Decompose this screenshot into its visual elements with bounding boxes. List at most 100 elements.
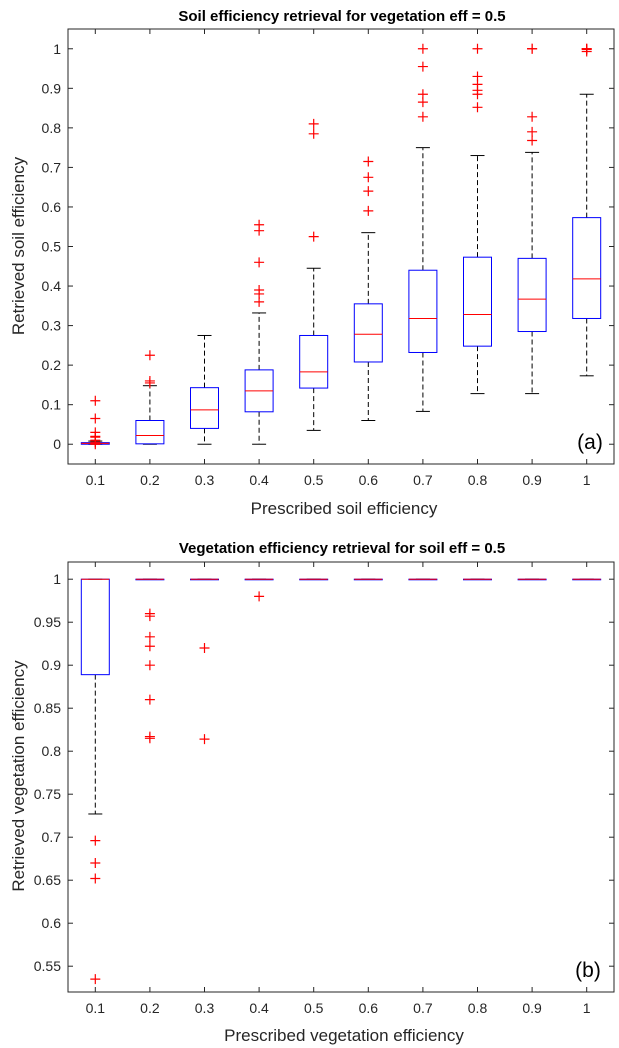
panel-b-title: Vegetation efficiency retrieval for soil… bbox=[179, 540, 505, 557]
box-0.2 bbox=[135, 350, 165, 445]
box-iqr bbox=[408, 269, 438, 353]
outlier-marker bbox=[308, 128, 319, 139]
panel-b-x-axis-label: Prescribed vegetation efficiency bbox=[224, 1026, 464, 1045]
box-0.9 bbox=[517, 578, 547, 581]
x-tick-label: 0.6 bbox=[359, 472, 379, 488]
outlier-marker bbox=[144, 660, 155, 671]
y-tick-label: 1 bbox=[53, 41, 61, 57]
outlier-marker bbox=[144, 611, 155, 622]
panel-b-vegetation-efficiency: Vegetation efficiency retrieval for soil… bbox=[9, 540, 615, 1045]
outlier-marker bbox=[144, 350, 155, 361]
panel-b-y-axis: 0.55 0.6 0.65 0.7 0.75 0.8 0.85 0.9 0.95 1 bbox=[34, 571, 614, 974]
x-tick-label: 0.7 bbox=[413, 472, 433, 488]
outlier-marker bbox=[363, 172, 374, 183]
outlier-marker bbox=[417, 43, 428, 54]
outlier-marker bbox=[90, 835, 101, 846]
outlier-marker bbox=[308, 231, 319, 242]
y-tick-label: 0.75 bbox=[34, 786, 61, 802]
y-tick-label: 0.6 bbox=[42, 915, 62, 931]
box-iqr bbox=[135, 420, 165, 445]
box-0.6 bbox=[353, 578, 383, 581]
box-0.7 bbox=[408, 578, 438, 581]
x-tick-label: 0.3 bbox=[195, 472, 215, 488]
x-tick-label: 0.7 bbox=[413, 1000, 433, 1016]
y-tick-label: 0.9 bbox=[42, 80, 62, 96]
x-tick-label: 0.8 bbox=[468, 472, 488, 488]
box-iqr bbox=[572, 217, 602, 319]
x-tick-label: 0.9 bbox=[522, 1000, 542, 1016]
box-iqr bbox=[299, 334, 329, 389]
y-tick-label: 0.6 bbox=[42, 199, 62, 215]
outlier-marker bbox=[144, 733, 155, 744]
box-iqr bbox=[353, 303, 383, 363]
outlier-marker bbox=[472, 89, 483, 100]
panel-b-x-axis: 0.1 0.2 0.3 0.4 0.5 0.6 0.7 0.8 0.9 1 bbox=[86, 562, 591, 1016]
outlier-marker bbox=[254, 257, 265, 268]
box-iqr bbox=[190, 387, 219, 429]
panel-a-y-axis-label: Retrieved soil efficiency bbox=[9, 156, 28, 335]
x-tick-label: 0.5 bbox=[304, 472, 324, 488]
y-tick-label: 0 bbox=[53, 436, 61, 452]
outlier-marker bbox=[90, 439, 101, 450]
x-tick-label: 1 bbox=[583, 1000, 591, 1016]
box-0.7 bbox=[408, 43, 438, 412]
box-0.9 bbox=[517, 43, 547, 395]
panel-a-tag: (a) bbox=[577, 431, 603, 454]
outlier-marker bbox=[363, 156, 374, 167]
outlier-marker bbox=[363, 186, 374, 197]
outlier-marker bbox=[581, 46, 592, 57]
x-tick-label: 0.2 bbox=[140, 472, 160, 488]
panel-a-x-axis-label: Prescribed soil efficiency bbox=[251, 499, 438, 518]
outlier-marker bbox=[527, 111, 538, 122]
box-0.4 bbox=[244, 219, 274, 445]
x-tick-label: 0.1 bbox=[86, 1000, 106, 1016]
box-0.4 bbox=[244, 578, 274, 602]
box-0.5 bbox=[299, 578, 329, 581]
outlier-marker bbox=[417, 97, 428, 108]
panel-a-y-axis: 0 0.1 0.2 0.3 0.4 0.5 0.6 0.7 0.8 0.9 1 bbox=[42, 41, 614, 452]
outlier-marker bbox=[90, 395, 101, 406]
x-tick-label: 0.6 bbox=[359, 1000, 379, 1016]
y-tick-label: 0.7 bbox=[42, 829, 62, 845]
panel-a-plot-frame bbox=[67, 28, 615, 465]
box-0.1 bbox=[80, 578, 110, 985]
y-tick-label: 0.8 bbox=[42, 743, 62, 759]
x-tick-label: 0.1 bbox=[86, 472, 106, 488]
x-tick-label: 0.8 bbox=[468, 1000, 488, 1016]
box-0.5 bbox=[299, 118, 329, 431]
outlier-marker bbox=[199, 643, 210, 653]
y-tick-label: 0.8 bbox=[42, 120, 62, 136]
outlier-marker bbox=[90, 413, 101, 424]
panel-b-plot-frame bbox=[67, 561, 615, 993]
x-tick-label: 0.4 bbox=[249, 1000, 269, 1016]
outlier-marker bbox=[417, 61, 428, 72]
box-0.8 bbox=[463, 43, 492, 395]
y-tick-label: 0.7 bbox=[42, 159, 62, 175]
y-tick-label: 0.4 bbox=[42, 278, 62, 294]
box-iqr bbox=[517, 257, 547, 333]
y-tick-label: 0.95 bbox=[34, 614, 61, 630]
outlier-marker bbox=[90, 858, 101, 868]
y-tick-label: 0.55 bbox=[34, 958, 61, 974]
box-1 bbox=[572, 43, 602, 377]
y-tick-label: 0.9 bbox=[42, 657, 62, 673]
x-tick-label: 0.3 bbox=[195, 1000, 215, 1016]
outlier-marker bbox=[308, 118, 319, 129]
outlier-marker bbox=[417, 111, 428, 122]
outlier-marker bbox=[144, 631, 155, 642]
box-1 bbox=[572, 578, 602, 581]
panel-a-boxes bbox=[80, 43, 602, 450]
outlier-marker bbox=[254, 591, 265, 602]
outlier-marker bbox=[527, 126, 538, 137]
y-tick-label: 0.85 bbox=[34, 700, 61, 716]
outlier-marker bbox=[90, 873, 101, 884]
box-0.2 bbox=[135, 578, 165, 744]
outlier-marker bbox=[527, 43, 538, 54]
outlier-marker bbox=[363, 205, 374, 216]
x-tick-label: 0.4 bbox=[249, 472, 269, 488]
outlier-marker bbox=[527, 135, 538, 146]
y-tick-label: 1 bbox=[53, 571, 61, 587]
outlier-marker bbox=[254, 225, 265, 236]
y-tick-label: 0.3 bbox=[42, 318, 62, 334]
x-tick-label: 0.9 bbox=[522, 472, 542, 488]
